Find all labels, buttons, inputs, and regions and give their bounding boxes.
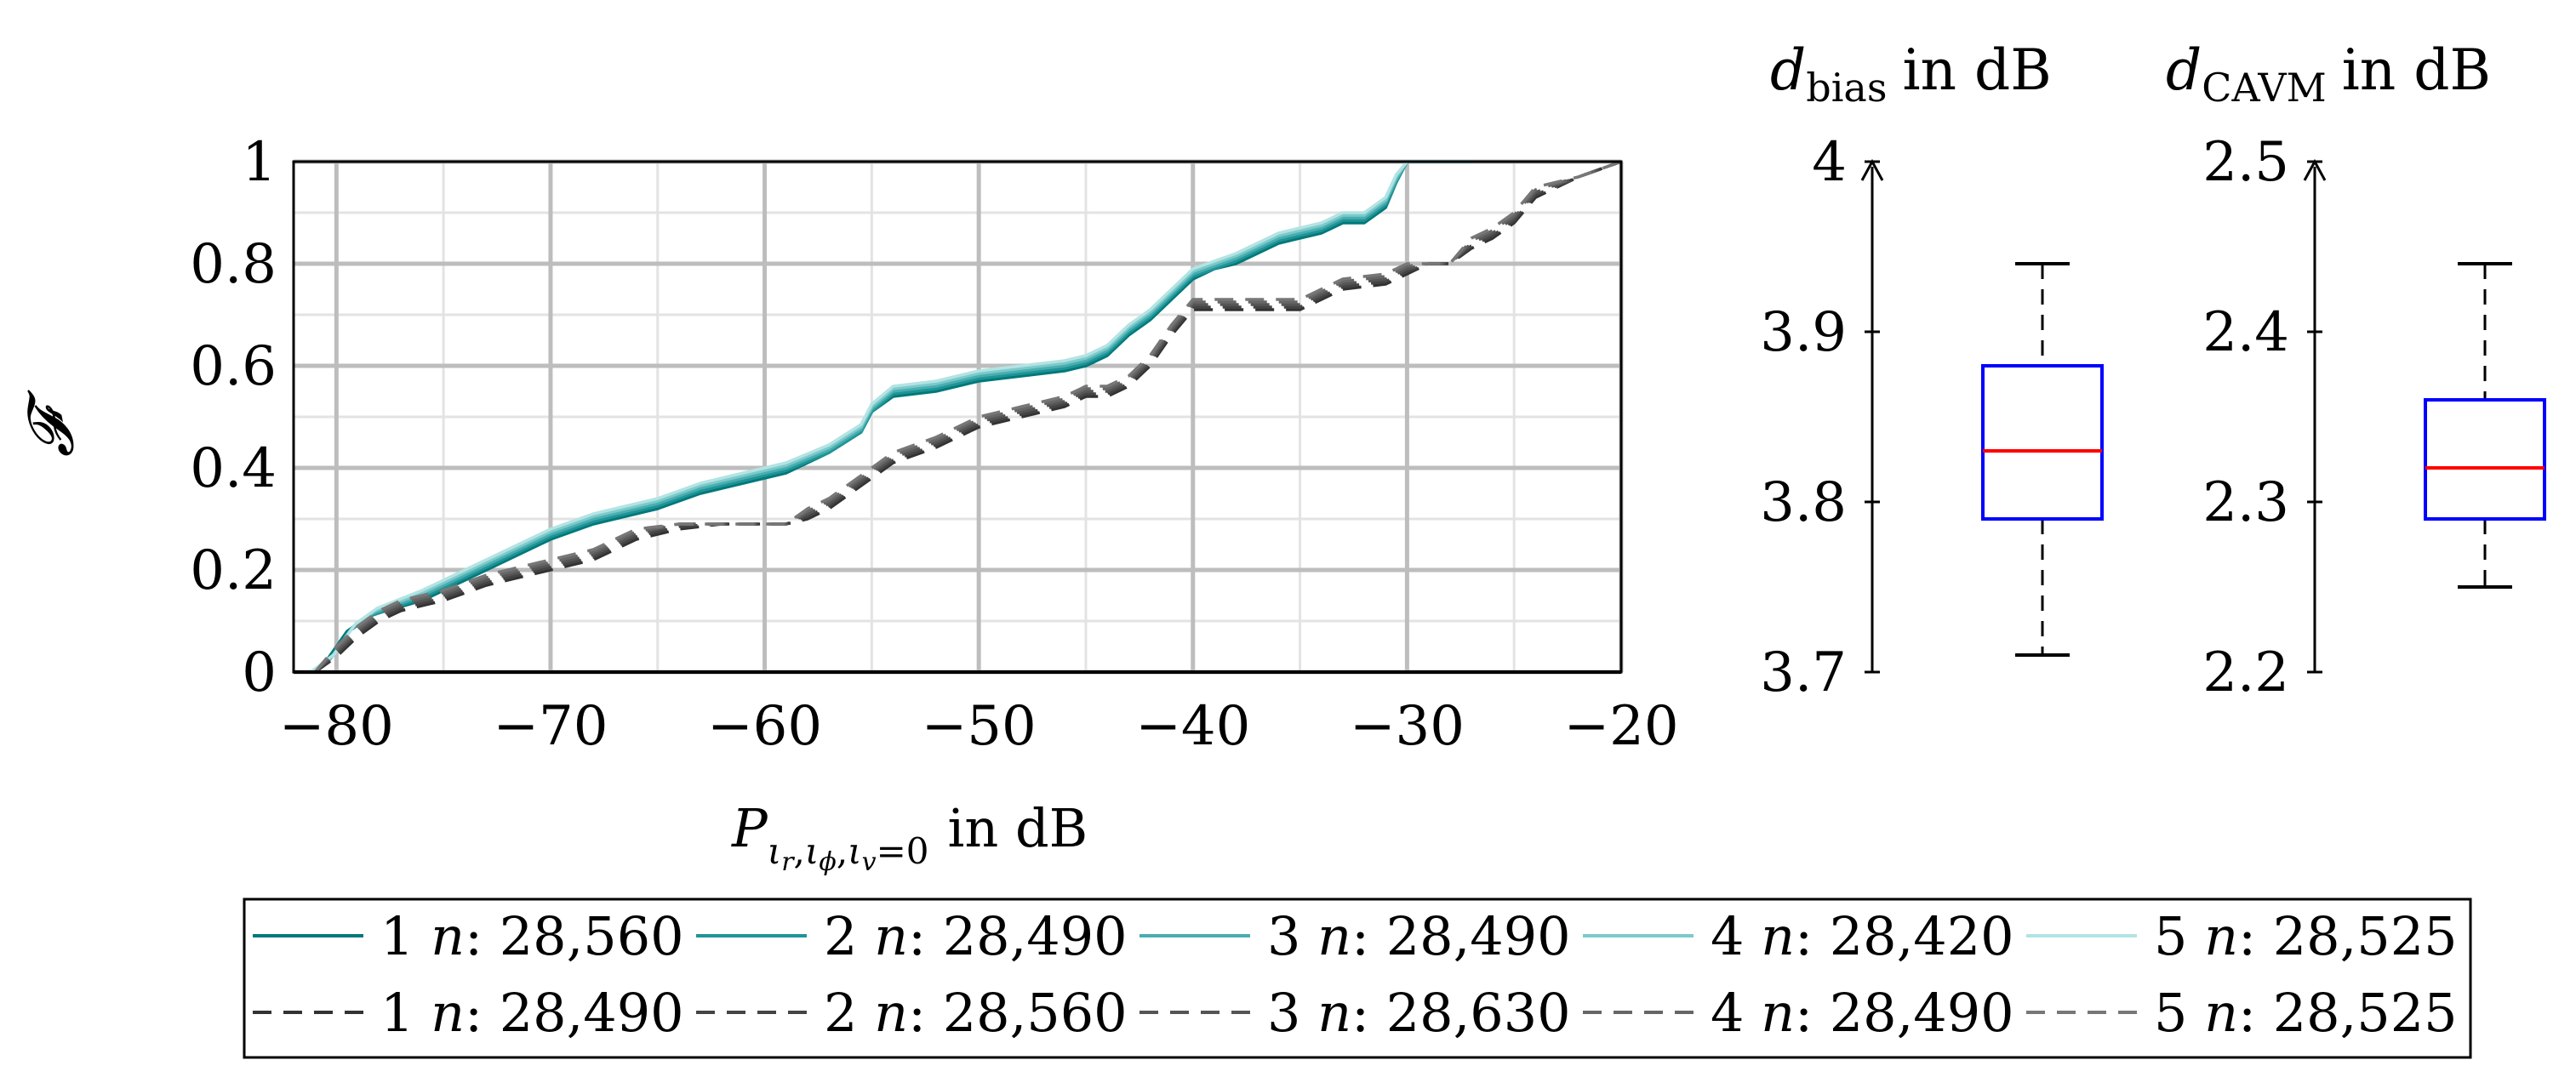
cavm-box	[2424, 262, 2546, 589]
legend: 1 n: 28,560 2 n: 28,490 3 n: 28,490 4 n: 28…	[243, 898, 2472, 1059]
y-tick-label: 0	[242, 641, 277, 704]
series-line-solid-2	[310, 160, 1471, 674]
legend-frame	[243, 898, 2472, 1059]
legend-label: 4 n: 28,420	[1711, 905, 2014, 967]
legend-label: 3 n: 28,630	[1267, 982, 1571, 1044]
x-tick-label: −40	[1135, 695, 1250, 758]
legend-label: 2 n: 28,560	[824, 982, 1128, 1044]
x-tick-label: −70	[493, 695, 608, 758]
series-line-solid-4	[310, 160, 1471, 674]
box-axis-tick-label: 2.3	[2202, 471, 2289, 534]
cavm-boxplot: dCAVM in dB 2.2 2.3 2.4 2.5	[2166, 37, 2546, 704]
box-axis-tick-label: 3.9	[1760, 301, 1847, 364]
series-line-dashed-2	[314, 160, 1622, 674]
cavm-axis: 2.2 2.3 2.4 2.5	[2202, 131, 2327, 704]
y-tick-label: 0.2	[190, 539, 277, 602]
series-line-dashed-4	[313, 160, 1622, 674]
x-tick-label: −50	[922, 695, 1037, 758]
y-tick-label: 0.8	[190, 233, 277, 296]
x-tick-label: −20	[1563, 695, 1678, 758]
series-line-dashed-3	[313, 160, 1622, 674]
iqr-box	[1981, 364, 2104, 521]
box-axis-tick-label: 3.7	[1760, 641, 1847, 704]
series-line-solid-3	[310, 160, 1471, 674]
iqr-box	[2424, 398, 2546, 521]
series-line-solid-5	[310, 160, 1471, 674]
x-tick-label: −30	[1350, 695, 1465, 758]
legend-label: 5 n: 28,525	[2154, 905, 2458, 967]
bias-box	[1981, 262, 2104, 657]
cdf-y-axis-label: 𝓕	[14, 389, 88, 457]
series-line-solid-1	[310, 160, 1471, 674]
legend-label: 1 n: 28,560	[380, 905, 684, 967]
y-tick-label: 0.6	[190, 335, 277, 398]
legend-label: 1 n: 28,490	[380, 982, 684, 1044]
y-tick-label: 1	[242, 131, 277, 194]
x-tick-label: −60	[707, 695, 822, 758]
box-axis-tick-label: 3.8	[1760, 471, 1847, 534]
legend-label: 5 n: 28,525	[2154, 982, 2458, 1044]
series-line-dashed-1	[314, 160, 1622, 674]
box-axis-tick-label: 2.5	[2202, 131, 2289, 194]
cdf-lines	[310, 160, 1622, 674]
x-tick-label: −80	[279, 695, 394, 758]
box-axis-tick-label: 4	[1812, 131, 1847, 194]
cdf-grid	[294, 159, 1624, 675]
cdf-x-axis-label: Pιr,ιϕ,ιv=0 in dB	[731, 797, 1088, 877]
series-line-dashed-5	[313, 160, 1622, 674]
cavm-boxplot-title: dCAVM in dB	[2166, 37, 2491, 111]
legend-label: 2 n: 28,490	[824, 905, 1128, 967]
legend-label: 4 n: 28,490	[1711, 982, 2014, 1044]
cdf-plot: 0 0.2 0.4 0.6 0.8 1 −80 −70 −60 −50 −40 −30 −20 𝓕 P…	[14, 131, 1679, 877]
cdf-x-tick-labels: −80 −70 −60 −50 −40 −30 −20	[279, 695, 1679, 758]
bias-boxplot: dbias in dB 3.7 3.8 3.9 4	[1760, 37, 2104, 704]
bias-boxplot-title: dbias in dB	[1770, 37, 2052, 111]
box-axis-tick-label: 2.4	[2202, 301, 2289, 364]
legend-items: 1 n: 28,560 2 n: 28,490 3 n: 28,490 4 n: 28…	[253, 905, 2458, 1044]
legend-label: 3 n: 28,490	[1267, 905, 1571, 967]
box-axis-tick-label: 2.2	[2202, 641, 2289, 704]
cdf-y-tick-labels: 0 0.2 0.4 0.6 0.8 1	[190, 131, 277, 704]
y-tick-label: 0.4	[190, 437, 277, 500]
bias-axis: 3.7 3.8 3.9 4	[1760, 131, 1884, 704]
